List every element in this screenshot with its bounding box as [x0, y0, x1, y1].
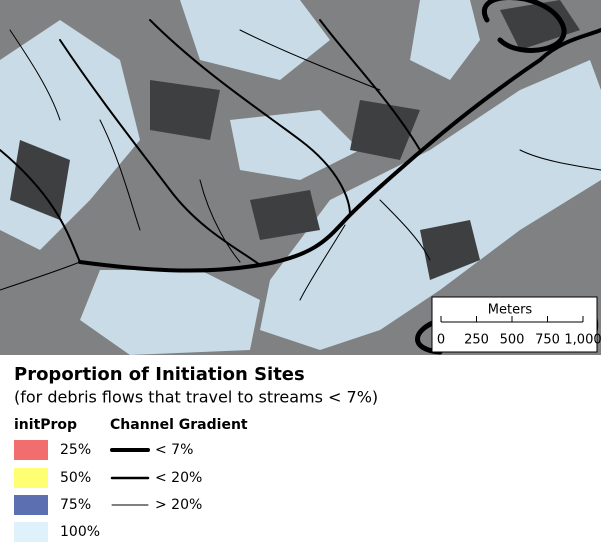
scale-box: [431, 296, 598, 353]
scale-tick-label: 500: [500, 333, 525, 348]
scale-ticks: 0 250 500 750 1,000: [437, 316, 601, 348]
streams: [0, 0, 601, 355]
gradient-label: > 20%: [155, 497, 202, 513]
swatch: [14, 522, 48, 542]
gradient-label: < 20%: [155, 470, 202, 486]
light-areas: [0, 0, 601, 355]
init-prop-items: 25% 50% 75% 100%: [14, 440, 100, 542]
scale-title: Meters: [488, 303, 533, 318]
swatch-label: 25%: [60, 442, 91, 458]
scale-tick-label: 250: [464, 333, 489, 348]
scale-tick-label: 750: [535, 333, 560, 348]
init-prop-header: initProp: [14, 417, 77, 433]
scale-tick-label: 0: [437, 333, 445, 348]
map: Meters 0 250 500 750 1,000: [0, 0, 601, 355]
swatch: [14, 468, 48, 488]
legend: Proportion of Initiation Sites (for debr…: [14, 364, 378, 542]
legend-title: Proportion of Initiation Sites: [14, 364, 305, 385]
swatch-label: 100%: [60, 524, 100, 540]
swatch-label: 75%: [60, 497, 91, 513]
legend-subtitle: (for debris flows that travel to streams…: [14, 388, 378, 407]
gradient-header: Channel Gradient: [110, 417, 248, 433]
swatch-label: 50%: [60, 470, 91, 486]
scale-bar: Meters 0 250 500 750 1,000: [431, 296, 601, 353]
gradient-label: < 7%: [155, 442, 193, 458]
dark-areas: [10, 0, 580, 280]
scale-tick-label: 1,000: [564, 333, 601, 348]
swatch: [14, 495, 48, 515]
swatch: [14, 440, 48, 460]
gradient-items: < 7% < 20% > 20%: [110, 442, 202, 513]
